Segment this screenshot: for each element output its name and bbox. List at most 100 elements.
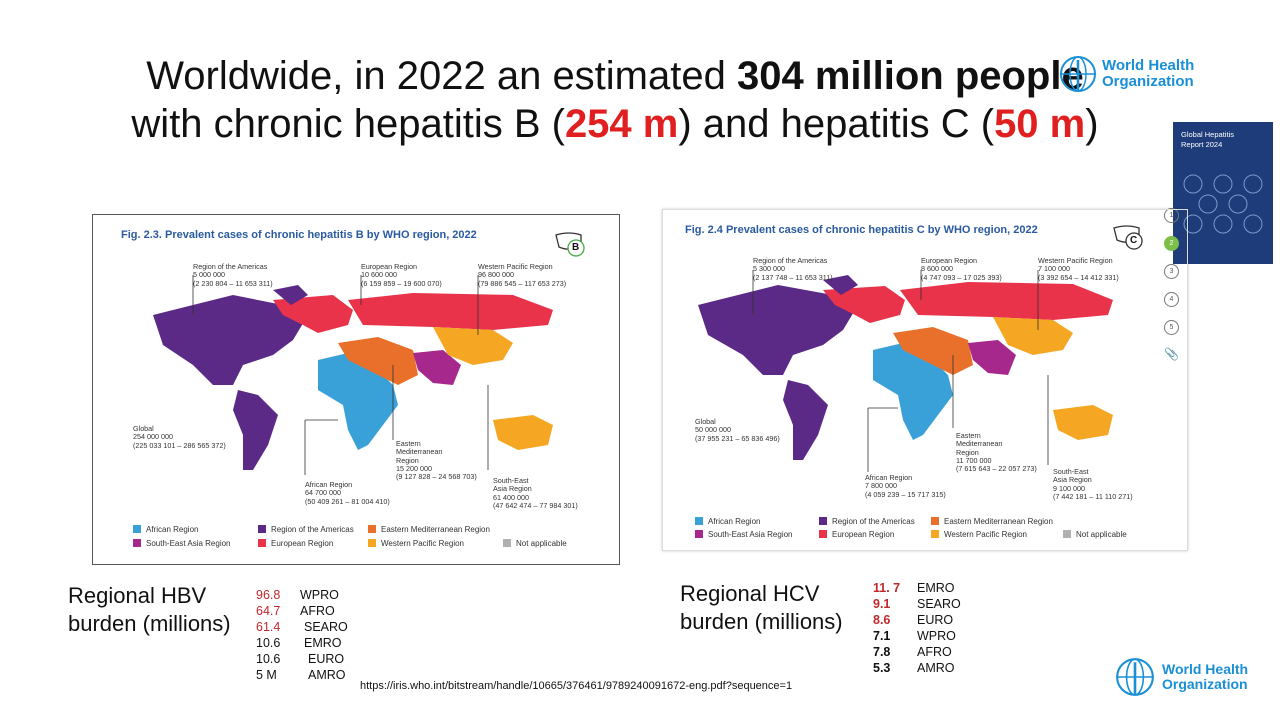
table-row: 7.8 AFRO: [873, 645, 952, 659]
hbv-label-searo: South-East Asia Region 61 400 000 (47 642 4…: [493, 476, 578, 510]
table-row: 11. 7 EMRO: [873, 581, 955, 595]
hbv-label-global: Global 254 000 000 (225 033 101 – 286 565 …: [133, 424, 226, 450]
hbv-world-map: [153, 275, 553, 475]
hbv-badge-letter: B: [572, 242, 580, 253]
who-logo-top: World Health Organization: [1058, 54, 1208, 98]
hbv-legend-emro: Eastern Mediterranean Region: [368, 525, 490, 534]
map-wpro-china: [433, 327, 513, 365]
slide-nav-icons: 1 2 3 4 5 📎: [1164, 208, 1184, 374]
hcv-label-global: Global 50 000 000 (37 955 231 – 65 836 496…: [695, 417, 780, 443]
liver-c-icon: C: [1111, 222, 1143, 250]
hcv-legend-americas: Region of the Americas: [819, 517, 915, 526]
hcv-label-americas: Region of the Americas 5 300 000 (2 137 74…: [753, 256, 833, 282]
map-searo: [968, 340, 1016, 375]
map-europe: [273, 295, 353, 333]
hbv-label-africa: African Region 64 700 000 (50 409 261 – 81…: [305, 480, 390, 506]
map-russia: [900, 282, 1113, 320]
hbv-label-emro: Eastern Mediterranean Region 15 200 000 (9 1…: [396, 439, 477, 482]
who-logo-line1: World Health: [1162, 661, 1249, 677]
title-line1-text: Worldwide, in 2022 an estimated: [146, 54, 737, 98]
hcv-world-map: [698, 270, 1113, 472]
map-greenland: [273, 285, 308, 305]
hbv-legend-african: African Region: [133, 525, 198, 534]
hbv-figure-title: Fig. 2.3. Prevalent cases of chronic hep…: [121, 229, 477, 241]
map-africa: [318, 353, 398, 450]
title-total-bold: 304 million people: [736, 54, 1084, 98]
hbv-legend-americas: Region of the Americas: [258, 525, 354, 534]
hbv-map-figure: Fig. 2.3. Prevalent cases of chronic hep…: [92, 214, 620, 565]
hbv-label-americas: Region of the Americas 5 000 000 (2 230 80…: [193, 262, 273, 288]
table-row: 8.6 EURO: [873, 613, 954, 627]
map-americas-north: [153, 295, 308, 385]
map-americas-south: [783, 380, 828, 460]
who-logo-line2: Organization: [1102, 73, 1194, 90]
nav-icon-1[interactable]: 1: [1164, 208, 1179, 223]
nav-icon-5[interactable]: 5: [1164, 320, 1179, 335]
who-logo-bottom: World Health Organization: [1114, 656, 1264, 696]
hcv-burden-table: 11. 7 EMRO 9.1 SEARO 8.6 EURO 7.1 WPRO 7.8 AF…: [873, 580, 961, 676]
nav-icon-2[interactable]: 2: [1164, 236, 1179, 251]
map-europe: [823, 286, 905, 323]
map-africa: [873, 343, 953, 440]
who-emblem-icon: [1116, 658, 1154, 696]
hcv-label-europe: European Region 8 600 000 (4 747 093 – 17 …: [921, 256, 1002, 282]
title-hcv-value: 50 m: [994, 102, 1086, 146]
hcv-label-africa: African Region 7 800 000 (4 059 239 – 15 7…: [865, 473, 946, 499]
report-cover-pattern-icon: [1183, 174, 1263, 234]
hbv-legend-wpro: Western Pacific Region: [368, 539, 464, 548]
map-wpro-australia: [493, 415, 553, 450]
hcv-legend-na: Not applicable: [1063, 530, 1127, 539]
liver-b-icon: B: [553, 229, 585, 257]
source-url-link[interactable]: https://iris.who.int/bitstream/handle/10…: [360, 680, 793, 692]
hbv-label-wpro: Western Pacific Region 96 800 000 (79 886 …: [478, 262, 567, 288]
title-line2-mid: ) and hepatitis C (: [678, 102, 995, 146]
paperclip-icon[interactable]: 📎: [1164, 347, 1179, 361]
table-row: 7.1 WPRO: [873, 629, 956, 643]
report-cover-thumbnail: Global Hepatitis Report 2024: [1173, 122, 1273, 264]
who-logo-line1: World Health: [1102, 57, 1195, 74]
hcv-legend-african: African Region: [695, 517, 760, 526]
table-row: 5.3 AMRO: [873, 661, 955, 675]
hcv-legend-euro: European Region: [819, 530, 894, 539]
map-americas-south: [233, 390, 278, 470]
hcv-label-searo: South-East Asia Region 9 100 000 (7 442 181…: [1053, 467, 1133, 501]
hbv-legend-euro: European Region: [258, 539, 333, 548]
hcv-burden-label: Regional HCV burden (millions): [680, 581, 843, 634]
hbv-burden-label: Regional HBV burden (millions): [68, 583, 231, 636]
hcv-figure-title: Fig. 2.4 Prevalent cases of chronic hepa…: [685, 224, 1038, 236]
table-row: 64.7 AFRO: [256, 604, 335, 618]
who-emblem-icon: [1060, 56, 1096, 92]
report-title-line2: Report 2024: [1181, 140, 1223, 149]
hcv-label-emro: Eastern Mediterranean Region 11 700 000 (7 6…: [956, 431, 1037, 474]
hcv-legend-searo: South-East Asia Region: [695, 530, 793, 539]
title-line2-end: ): [1085, 102, 1099, 146]
map-greenland: [823, 275, 858, 295]
report-title-line1: Global Hepatitis: [1181, 130, 1234, 139]
table-row: 10.6 EURO: [256, 652, 345, 666]
hcv-badge-letter: C: [1130, 235, 1138, 246]
hcv-legend-wpro: Western Pacific Region: [931, 530, 1027, 539]
map-wpro-china: [993, 317, 1073, 355]
map-wpro-australia: [1053, 405, 1113, 440]
table-row: 5 M AMRO: [256, 668, 346, 682]
hbv-legend-na: Not applicable: [503, 539, 567, 548]
hbv-legend-searo: South-East Asia Region: [133, 539, 231, 548]
map-russia: [348, 293, 553, 330]
who-logo-line2: Organization: [1162, 676, 1248, 692]
title-line2-text: with chronic hepatitis B (: [131, 102, 565, 146]
nav-icon-4[interactable]: 4: [1164, 292, 1179, 307]
map-emro: [338, 337, 418, 385]
table-row: 61.4 SEARO: [256, 620, 348, 634]
slide-title: Worldwide, in 2022 an estimated 304 mill…: [60, 52, 1170, 148]
hcv-label-wpro: Western Pacific Region 7 100 000 (3 392 65…: [1038, 256, 1119, 282]
nav-icon-3[interactable]: 3: [1164, 264, 1179, 279]
table-row: 10.6 EMRO: [256, 636, 342, 650]
map-americas-north: [698, 285, 858, 375]
table-row: 96.8 WPRO: [256, 588, 339, 602]
hbv-burden-table: 96.8 WPRO 64.7 AFRO 61.4 SEARO 10.6 EMRO 10.…: [256, 587, 348, 683]
hcv-legend-emro: Eastern Mediterranean Region: [931, 517, 1053, 526]
title-hbv-value: 254 m: [564, 102, 679, 146]
hbv-label-europe: European Region 10 600 000 (6 159 859 – 19…: [361, 262, 442, 288]
hcv-map-figure: Fig. 2.4 Prevalent cases of chronic hepa…: [662, 209, 1188, 551]
map-searo: [413, 350, 461, 385]
